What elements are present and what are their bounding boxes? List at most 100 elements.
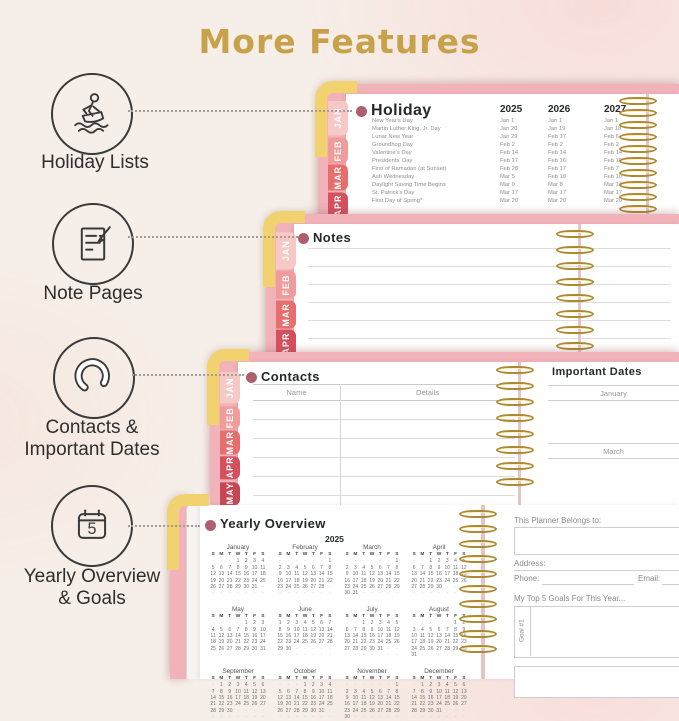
spiral-coil (619, 145, 657, 153)
phone-icon (66, 350, 122, 406)
spiral-coil (459, 600, 497, 608)
holiday-date: Feb 28 (500, 166, 519, 172)
mini-calendars: January S M T W T F S - - -1 2 3 4 5 6 7 8 9 10 11 12 13 14 15 16… (209, 544, 469, 721)
spiral-coil (619, 205, 657, 213)
holiday-date: Jan 1 (604, 118, 619, 124)
yearly-label: Yearly Overview & Goals (23, 566, 161, 609)
holiday-date: Mar 17 (548, 190, 567, 196)
spiral-coil (619, 157, 657, 165)
important-dates-list: January March (548, 385, 679, 459)
connector-yearly (128, 525, 200, 527)
holiday-date: Mar 20 (548, 198, 567, 204)
mini-calendar-october: October S M T W T F S - - -1 2 3 4 5 6 7 8 9 10 11 12 13 14 15 16… (277, 667, 333, 721)
spiral-binding (619, 97, 657, 213)
holiday-date: Mar 8 (548, 182, 563, 188)
holiday-date: Feb 15 (604, 158, 623, 164)
page-stack-edge (186, 502, 201, 679)
elastic-band (315, 81, 357, 157)
holiday-year-header: 2026 (548, 104, 571, 115)
contacts-feature (53, 337, 135, 419)
belongs-label: This Planner Belongs to: (514, 516, 602, 525)
spiral-coil (459, 510, 497, 518)
month-tab-mar: MAR (220, 430, 240, 455)
holiday-date: Mar 14 (604, 182, 623, 188)
spiral-coil (496, 446, 534, 454)
yearly-overview-mockup: Yearly Overview 2025 January S M T W T F S - - -1 2… (165, 494, 679, 720)
svg-text:5: 5 (88, 520, 97, 538)
belongs-box (514, 527, 679, 555)
holiday-page-mockup: JAN FEB MAR APR Holiday 2025 2026 2027 New Yea… (315, 81, 679, 218)
spiral-coil (459, 630, 497, 638)
mini-calendar-june: June S M T W T F S 1 2 3 4 5 6 7 8 9 10 11 12 13 14 15 16 17 18 19… (277, 605, 333, 659)
holiday-year-header: 2025 (500, 104, 523, 115)
spiral-coil (496, 398, 534, 406)
holiday-date: Jan 20 (500, 126, 518, 132)
mini-calendar-november: November S M T W T F S - - - - - -1 2 3 4 5 6 7 8 9 10 11 12 13 14… (344, 667, 400, 721)
important-dates-month: January (600, 389, 627, 398)
holiday-date: Feb 14 (500, 150, 519, 156)
spiral-coil (459, 615, 497, 623)
spiral-coil (556, 278, 594, 286)
holiday-date: Jan 29 (500, 134, 518, 140)
spiral-coil (496, 366, 534, 374)
contacts-title: Contacts (261, 369, 320, 384)
page-title: More Features (198, 22, 481, 61)
notes-title: Notes (313, 230, 352, 245)
notes-page-mockup: JAN FEB MAR APR Notes (263, 211, 679, 358)
holiday-date: Mar 5 (500, 174, 515, 180)
contacts-col-name: Name (286, 388, 307, 397)
spiral-coil (556, 262, 594, 270)
spiral-binding (556, 230, 594, 350)
holiday-name: Presidents' Day (372, 158, 413, 164)
email-label: Email: (638, 574, 661, 583)
holiday-date: Feb 10 (604, 174, 623, 180)
elastic-band (207, 349, 249, 425)
holiday-date: Mar 20 (604, 198, 623, 204)
jet-ski-icon (64, 86, 120, 142)
holiday-date: Mar 17 (500, 190, 519, 196)
spiral-coil (459, 645, 497, 653)
holiday-date: Jan 1 (500, 118, 515, 124)
spiral-coil (459, 525, 497, 533)
contacts-label: Contacts & Important Dates (24, 417, 160, 460)
page-spine (578, 224, 581, 358)
holiday-title: Holiday (371, 102, 432, 119)
spiral-coil (496, 414, 534, 422)
mini-calendar-may: May S M T W T F S - - - -1 2 3 4 5 6 7 8 9 10 11 12 13 14 15 16 17 1… (210, 605, 266, 659)
goal-1-label: Goal #1 (518, 619, 526, 643)
goal-2-box (514, 666, 679, 698)
spiral-coil (619, 133, 657, 141)
spiral-coil (556, 230, 594, 238)
spiral-coil (619, 121, 657, 129)
spiral-coil (556, 310, 594, 318)
holiday-name: New Year's Day (372, 118, 413, 124)
mini-calendar-february: February S M T W T F S - - - - - -1 2 3 4 5 6 7 8 9 10 11 12 13 14… (277, 544, 333, 597)
holiday-date: Feb 17 (548, 166, 567, 172)
holiday-date: Mar 9 (500, 182, 515, 188)
month-tab-mar: MAR (276, 300, 296, 329)
mini-calendar-january: January S M T W T F S - - -1 2 3 4 5 6 7 8 9 10 11 12 13 14 15 16… (210, 544, 266, 597)
holiday-date: Feb 6 (604, 134, 619, 140)
spiral-binding (459, 510, 497, 653)
holiday-date: Jan 18 (604, 126, 622, 132)
holiday-date: Jan 1 (548, 118, 563, 124)
holiday-lists-label: Holiday Lists (41, 152, 149, 173)
holiday-name: Ash Wednesday (372, 174, 415, 180)
holiday-date: Mar 20 (500, 198, 519, 204)
connector-notes (128, 236, 298, 238)
holiday-name: Groundhog Day (372, 142, 413, 148)
section-dot (298, 233, 309, 244)
yearly-title: Yearly Overview (220, 516, 326, 531)
contacts-page-mockup: JAN FEB MAR APR MAY Contacts Name Details Im… (207, 349, 679, 519)
section-dot (356, 106, 367, 117)
holiday-date: Feb 17 (500, 158, 519, 164)
holiday-date: Feb 2 (500, 142, 515, 148)
spiral-coil (619, 109, 657, 117)
holiday-name: St. Patrick's Day (372, 190, 415, 196)
holiday-table: 2025 2026 2027 New Year's Day Jan 1 Jan 1 Jan … (372, 102, 644, 205)
year-label: 2025 (325, 534, 344, 544)
spiral-coil (619, 97, 657, 105)
goal-1-box (514, 606, 679, 658)
spiral-binding (496, 366, 534, 486)
product-feature-image: More Features JAN FEB MAR APR Holiday 2025 2… (23, 22, 679, 720)
